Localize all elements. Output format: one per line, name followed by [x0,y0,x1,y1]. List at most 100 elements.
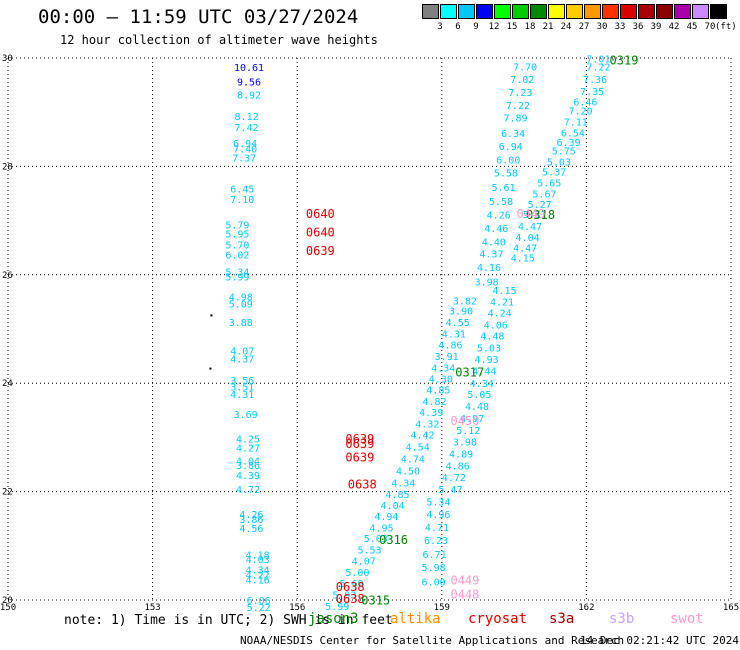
grid-lines [7,57,732,601]
legend-bin-label: 36 [632,22,644,32]
wave-height-label: 4.07 [230,347,254,358]
x-tick-label: 162 [578,603,594,613]
wave-height-label: 4.47 [513,244,537,255]
wave-height-label: 4.32 [415,419,439,430]
pass-time-label: 0639 [306,244,335,258]
wave-height-label: 4.44 [472,367,496,378]
wave-height-label: 7.37 [232,154,256,165]
pass-time-label: 0638 [336,592,365,606]
wave-height-label: 4.27 [236,444,260,455]
satellite-s3a: s3a [549,611,575,627]
wave-height-label: 6.00 [496,155,520,166]
legend-swatch [440,4,457,19]
wave-height-label: 3.69 [234,410,258,421]
wave-height-label: 4.55 [446,318,470,329]
legend-bin-label: 39 [650,22,662,32]
y-tick-label: 22 [2,488,13,498]
pass-time-label: 0318 [526,208,555,222]
y-tick-label: 28 [2,162,13,172]
legend-swatch [458,4,475,19]
wave-height-label: 4.25 [236,434,260,445]
wave-height-label: 6.02 [225,251,249,262]
wave-height-label: 4.06 [484,321,508,332]
wave-height-label: 4.04 [516,233,540,244]
wave-height-label: 7.23 [508,88,532,99]
wave-height-label: 4.85 [385,490,409,501]
legend-bin-label: 42 [668,22,680,32]
wave-height-label: 3.91 [435,352,459,363]
wave-height-label: 4.34 [470,379,494,390]
wave-height-label: 4.94 [374,512,398,523]
wave-height-label: 5.53 [357,546,381,557]
wave-height-label: 4.16 [477,263,501,274]
wave-height-label: 4.26 [487,211,511,222]
wave-height-label: 4.37 [230,354,254,365]
satellite-jason3: jason3 [308,611,359,627]
satellite-swot: swot [670,611,704,627]
legend-bin-label: 33 [614,22,626,32]
legend-bin-label: 15 [506,22,518,32]
wave-height-label: 5.34 [426,497,450,508]
wave-height-label: 5.58 [489,197,513,208]
wave-height-label: 3.86 [236,461,260,472]
wave-height-label: 5.61 [491,183,515,194]
legend-unit: (ft) [715,22,737,32]
legend-bin-label: 9 [473,22,479,32]
axis-tick-labels: 150 153 156 159 162 165 20 22 24 26 28 30 [0,54,739,613]
point-marker [210,314,213,317]
legend-swatch [548,4,565,19]
wave-height-label: 6.71 [423,550,447,561]
pass-time-label: 0639 [345,437,374,451]
wave-height-label: 4.15 [511,253,535,264]
satellite-altika: altika [390,611,441,627]
wave-height-label: 4.86 [446,462,470,473]
legend-bin-label: 27 [578,22,590,32]
wave-height-label: 5.34 [225,268,249,279]
wave-height-label: 4.03 [246,555,270,566]
chart-title: 00:00 — 11:59 UTC 03/27/2024 [38,6,359,28]
x-tick-label: 159 [434,603,450,613]
wave-height-label: 4.97 [460,414,484,425]
legend-bin-label: 12 [488,22,500,32]
legend-swatch [530,4,547,19]
wave-height-label: 6.54 [561,128,585,139]
pass-time-label: 0315 [361,594,390,608]
wave-height-label: 4.89 [449,450,473,461]
pass-time-label: 0450 [450,414,479,428]
wave-height-label: 6.94 [499,142,523,153]
wave-height-label: 4.72 [442,473,466,484]
legend-swatch [674,4,691,19]
wave-height-label: 4.85 [426,386,450,397]
y-tick-label: 24 [2,379,13,389]
wave-height-label: 5.37 [542,167,566,178]
wave-height-label: 5.03 [364,534,388,545]
wave-height-label: 4.34 [391,478,415,489]
wave-height-label: 5.03 [547,158,571,169]
wave-height-label: 4.15 [492,286,516,297]
wave-height-label: 4.93 [475,355,499,366]
wave-height-label: 4.30 [429,374,453,385]
wave-height-label: 5.03 [477,343,501,354]
wave-height-label: 4.74 [401,455,425,466]
wave-height-label: 4.39 [236,471,260,482]
wave-height-label: 4.95 [370,523,394,534]
legend-swatch [710,4,727,19]
wave-height-label: 4.04 [381,501,405,512]
wave-height-label: 5.12 [456,426,480,437]
wave-height-label: 3.98 [475,277,499,288]
wave-height-label: 5.70 [225,240,249,251]
pass-time-label: 0639 [345,432,374,446]
wave-height-label: 6.34 [501,129,525,140]
wave-height-label: 5.67 [532,190,556,201]
point-marker [209,367,212,370]
pass-time-label: 0638 [348,478,377,492]
wave-height-label: 4.47 [518,222,542,233]
wave-height-label: 3.88 [229,318,253,329]
wave-height-label: 3.86 [239,515,263,526]
wave-height-label: 4.56 [239,524,263,535]
wave-height-label: 4.71 [425,523,449,534]
satellite-cryosat: cryosat [468,611,528,627]
wave-height-label: 4.50 [396,466,420,477]
legend-bin-label: 30 [596,22,608,32]
wave-height-label: 7.22 [506,101,530,112]
